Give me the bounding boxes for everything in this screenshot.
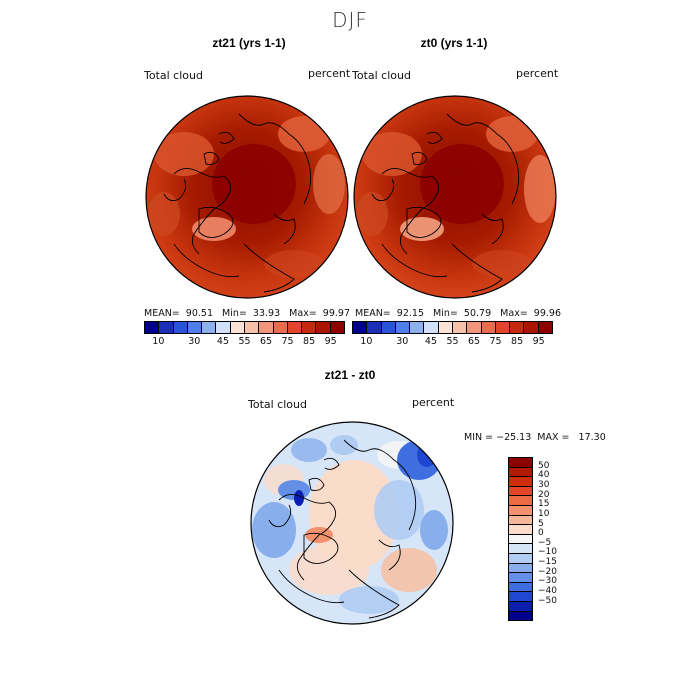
colorbar-tick-label: 45 xyxy=(424,336,437,347)
panel-title-zt21: zt21 (yrs 1-1) xyxy=(212,36,286,50)
colorbar-swatch xyxy=(509,458,532,468)
colorbar-swatch xyxy=(452,322,468,333)
colorbar-swatch xyxy=(230,322,245,333)
colorbar-tick-label: 40 xyxy=(538,470,550,481)
colorbar-swatch xyxy=(367,322,382,333)
colorbar-swatch xyxy=(302,322,317,333)
colorbar-tick-label: 50 xyxy=(538,460,550,471)
colorbar-tick-label: −40 xyxy=(538,586,557,597)
colorbar-swatch xyxy=(424,322,439,333)
colorbar-tick-label: 55 xyxy=(238,336,251,347)
colorbar-swatch xyxy=(216,322,231,333)
polar-map-zt0 xyxy=(353,95,557,299)
colorbar-swatch xyxy=(509,601,532,612)
colorbar-swatch xyxy=(509,467,532,478)
panel-variable-label: Total cloud xyxy=(144,69,203,82)
colorbar-tick-label: 10 xyxy=(360,336,373,347)
colorbar-swatch xyxy=(509,611,532,621)
colorbar-swatch xyxy=(509,573,532,583)
colorbar-zt0 xyxy=(352,321,553,334)
colorbar-swatch xyxy=(510,322,525,333)
colorbar-swatch xyxy=(538,322,552,333)
colorbar-tick-label: 0 xyxy=(538,528,544,539)
colorbar-swatch xyxy=(509,525,532,535)
polar-map-zt21 xyxy=(145,95,349,299)
colorbar-tick-label: 65 xyxy=(467,336,481,347)
colorbar-swatch xyxy=(495,322,511,333)
diff-units-label: percent xyxy=(412,396,455,409)
colorbar-swatch xyxy=(509,486,532,497)
colorbar-swatch xyxy=(509,515,532,526)
diff-variable-label: Total cloud xyxy=(248,398,307,411)
colorbar-tick-label: 30 xyxy=(538,479,550,490)
colorbar-swatch xyxy=(145,322,160,333)
colorbar-swatch xyxy=(509,534,532,545)
colorbar-tick-label: 65 xyxy=(259,336,273,347)
colorbar-swatch xyxy=(330,322,344,333)
colorbar-tick-label: −10 xyxy=(538,547,557,558)
colorbar-tick-label: −20 xyxy=(538,566,557,577)
colorbar-swatch xyxy=(481,322,496,333)
colorbar-tick-label: 30 xyxy=(188,336,201,347)
colorbar-tick-label: 45 xyxy=(216,336,229,347)
colorbar-swatch xyxy=(381,322,396,333)
colorbar-zt21 xyxy=(144,321,345,334)
colorbar-swatch xyxy=(410,322,425,333)
colorbar-swatch xyxy=(509,553,532,564)
panel-units-label: percent xyxy=(308,67,351,80)
colorbar-swatch xyxy=(244,322,260,333)
colorbar-tick-label: 95 xyxy=(532,336,545,347)
colorbar-swatch xyxy=(187,322,203,333)
panel-stats-zt0: MEAN= 92.15 Min= 50.79 Max= 99.96 xyxy=(355,308,562,319)
panel-units-label: percent xyxy=(516,67,559,80)
colorbar-tick-label: −50 xyxy=(538,595,557,606)
panel-title-zt0: zt0 (yrs 1-1) xyxy=(420,36,488,50)
colorbar-swatch xyxy=(509,592,532,602)
colorbar-swatch xyxy=(467,322,482,333)
colorbar-swatch xyxy=(287,322,303,333)
panel-variable-label: Total cloud xyxy=(352,69,411,82)
season-title: DJF xyxy=(332,8,368,32)
colorbar-tick-label: 85 xyxy=(303,336,316,347)
colorbar-difference xyxy=(508,457,533,621)
colorbar-tick-label: 95 xyxy=(324,336,337,347)
colorbar-swatch xyxy=(524,322,539,333)
colorbar-tick-label: 75 xyxy=(281,336,294,347)
colorbar-tick-label: 85 xyxy=(511,336,524,347)
colorbar-swatch xyxy=(159,322,174,333)
colorbar-tick-label: 10 xyxy=(152,336,165,347)
colorbar-tick-label: 15 xyxy=(538,499,550,510)
colorbar-swatch xyxy=(509,477,532,487)
colorbar-tick-label: −30 xyxy=(538,576,557,587)
colorbar-swatch xyxy=(273,322,288,333)
colorbar-swatch xyxy=(259,322,274,333)
colorbar-swatch xyxy=(509,496,532,506)
panel-stats-zt21: MEAN= 90.51 Min= 33.93 Max= 99.97 xyxy=(144,308,351,319)
colorbar-swatch xyxy=(316,322,331,333)
colorbar-swatch xyxy=(509,505,532,516)
colorbar-tick-label: 75 xyxy=(489,336,502,347)
colorbar-swatch xyxy=(353,322,368,333)
colorbar-tick-label: 20 xyxy=(538,489,550,500)
colorbar-tick-label: 5 xyxy=(538,518,544,529)
colorbar-swatch xyxy=(173,322,188,333)
colorbar-swatch xyxy=(438,322,453,333)
diff-stats: MIN = −25.13 MAX = 17.30 xyxy=(464,432,606,443)
colorbar-tick-label: −5 xyxy=(538,537,552,548)
colorbar-swatch xyxy=(509,544,532,554)
colorbar-swatch xyxy=(509,563,532,574)
colorbar-tick-label: 10 xyxy=(538,508,550,519)
colorbar-tick-label: 55 xyxy=(446,336,459,347)
diff-panel-title: zt21 - zt0 xyxy=(324,368,376,382)
colorbar-tick-label: 30 xyxy=(396,336,409,347)
polar-map-difference xyxy=(250,421,454,625)
colorbar-swatch xyxy=(202,322,217,333)
colorbar-swatch xyxy=(395,322,411,333)
colorbar-tick-label: −15 xyxy=(538,557,557,568)
colorbar-swatch xyxy=(509,582,532,593)
